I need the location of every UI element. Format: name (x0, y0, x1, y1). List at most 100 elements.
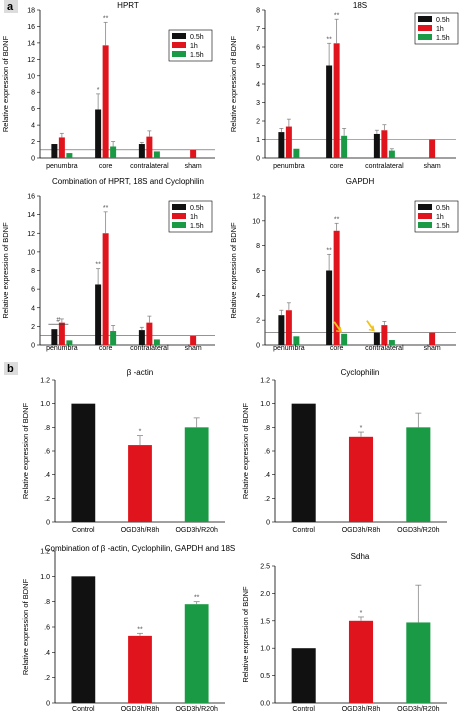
chart-title: Combination of β -actin, Cyclophilin, GA… (45, 544, 235, 553)
category-label: OGD3h/R8h (121, 527, 160, 534)
y-tick-label: .4 (264, 472, 270, 479)
y-tick-label: 2 (31, 324, 35, 331)
chart-title: Cyclophilin (341, 368, 380, 377)
legend-swatch (172, 42, 186, 48)
y-tick-label: .6 (264, 449, 270, 456)
y-tick-label: 1.0 (260, 646, 270, 653)
y-tick-label: 10 (252, 218, 260, 225)
legend-swatch (418, 222, 432, 228)
bar (293, 336, 300, 345)
y-tick-label: 1.5 (260, 618, 270, 625)
arrow-annotation-head (368, 325, 375, 332)
bar (66, 340, 73, 345)
legend-label: 1h (190, 43, 198, 50)
y-tick-label: 8 (31, 90, 35, 97)
legend-label: 0.5h (190, 34, 204, 41)
chart-title: 18S (353, 1, 367, 10)
y-tick-label: 16 (27, 194, 35, 201)
legend-label: 1h (436, 26, 444, 33)
bar (128, 635, 152, 703)
bar (153, 339, 160, 345)
legend-label: 1.5h (190, 52, 204, 59)
y-tick-label: 12 (252, 194, 260, 201)
bar (51, 329, 58, 345)
y-tick-label: .8 (44, 425, 50, 432)
bar (373, 133, 380, 158)
bar (293, 148, 300, 158)
annotation-label: ** (334, 216, 340, 223)
y-tick-label: .2 (44, 675, 50, 682)
bar (406, 427, 431, 522)
bar (348, 620, 374, 703)
category-label: penumbra (273, 345, 305, 352)
y-axis-label: Relative expression of BDNF (229, 35, 238, 132)
y-tick-label: 2.0 (260, 591, 270, 598)
bar (341, 333, 348, 345)
bar (429, 139, 436, 158)
bar (278, 315, 285, 345)
y-tick-label: .2 (264, 496, 270, 503)
legend: 0.5h 1h 1.5h (168, 200, 213, 233)
bar (381, 130, 388, 158)
annotation-label: * (360, 610, 363, 617)
chart-panel-1: 18S Relative expression of BDNF 0 1 2 3 4 5 6 7 8 p… (229, 1, 459, 170)
chart-title: HPRT (117, 1, 139, 10)
category-label: OGD3h/R20h (397, 706, 440, 711)
y-tick-label: 4 (256, 82, 260, 89)
chart-panel-2: Combination of HPRT, 18S and Cyclophilin… (1, 177, 215, 352)
category-label: OGD3h/R20h (175, 527, 218, 534)
bar (388, 150, 395, 158)
y-tick-label: 2 (31, 139, 35, 146)
bar (138, 330, 145, 345)
chart-panel-6: Combination of β -actin, Cyclophilin, GA… (21, 544, 235, 711)
annotation-label: * (360, 425, 363, 432)
panel-label-a-bg (4, 0, 18, 13)
y-tick-label: 2.5 (260, 564, 270, 571)
category-label: OGD3h/R20h (397, 527, 440, 534)
category-label: sham (185, 345, 202, 352)
legend-swatch (172, 33, 186, 39)
bar (102, 45, 109, 158)
legend: 0.5h 1h 1.5h (168, 29, 213, 62)
bar (326, 270, 333, 345)
y-tick-label: .6 (44, 625, 50, 632)
bar (190, 149, 197, 158)
bar (429, 332, 436, 345)
bar (146, 322, 153, 345)
bar (326, 65, 333, 158)
y-tick-label: .8 (44, 599, 50, 606)
panel-label-a: a (7, 1, 14, 13)
category-label: Control (292, 527, 315, 534)
bar (95, 284, 102, 345)
y-tick-label: 10 (27, 73, 35, 80)
legend-label: 1.5h (436, 223, 450, 230)
category-label: OGD3h/R8h (342, 527, 381, 534)
y-tick-label: 12 (27, 231, 35, 238)
bar (110, 331, 117, 345)
bar (153, 151, 160, 158)
bar (285, 126, 292, 158)
bar (388, 340, 395, 345)
y-tick-label: 0 (266, 520, 270, 527)
annotation-label: * (97, 87, 100, 94)
legend-label: 0.5h (190, 205, 204, 212)
bar (58, 322, 65, 345)
y-tick-label: .6 (44, 449, 50, 456)
category-label: contralateral (130, 345, 169, 352)
y-tick-label: 8 (31, 268, 35, 275)
y-axis-label: Relative expression of BDNF (1, 35, 10, 132)
legend-swatch (418, 204, 432, 210)
bar (138, 144, 145, 158)
legend-label: 1h (436, 214, 444, 221)
category-label: sham (424, 163, 441, 170)
category-label: OGD3h/R20h (175, 706, 218, 711)
chart-panel-7: Sdha Relative expression of BDNF 0.0 0.5 1.0… (241, 552, 447, 711)
y-tick-label: 3 (256, 100, 260, 107)
y-axis-label: Relative expression of BDNF (241, 586, 250, 683)
category-label: core (99, 345, 113, 352)
annotation-label: ** (95, 262, 101, 269)
chart-panel-5: Cyclophilin Relative expression of BDNF 0.… (241, 368, 447, 534)
bar (95, 109, 102, 158)
bar (333, 230, 340, 345)
